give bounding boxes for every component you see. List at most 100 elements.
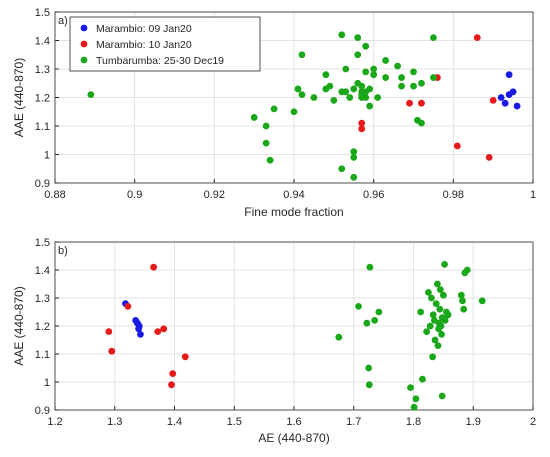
data-point	[374, 94, 382, 101]
panel-a-scatter: 0.88 0.9 0.92 0.94 0.96 0.98 10.911.11.21.31.4…	[12, 7, 536, 219]
data-point	[463, 266, 471, 274]
data-point	[266, 156, 274, 164]
data-point	[371, 317, 379, 324]
data-point	[358, 125, 366, 133]
data-point	[438, 392, 446, 400]
y-tick-label: 1.4	[35, 36, 50, 48]
y-tick-label: 1.5	[35, 237, 50, 249]
legend-marker	[80, 40, 88, 48]
data-point	[168, 381, 175, 389]
data-point	[426, 322, 434, 330]
data-point	[418, 119, 425, 127]
data-point	[485, 153, 493, 161]
x-tick-label: 1.4	[167, 416, 182, 428]
x-tick-label: 1	[530, 189, 536, 201]
data-point	[160, 325, 168, 333]
data-point	[460, 305, 468, 313]
y-tick-label: 0.9	[35, 178, 50, 190]
legend-entry: Tumbarumba: 25-30 Dec19	[96, 55, 224, 67]
data-point	[366, 263, 374, 271]
data-point	[290, 108, 298, 116]
data-point	[358, 119, 366, 127]
x-tick-label: 1.2	[47, 416, 62, 428]
data-point	[354, 51, 362, 59]
data-point	[417, 308, 425, 316]
data-point	[406, 99, 413, 107]
data-point	[169, 370, 177, 377]
data-point	[150, 263, 157, 271]
data-point	[423, 328, 431, 335]
data-point	[135, 325, 143, 333]
y-tick-label: 1.1	[35, 121, 50, 133]
data-point	[342, 88, 350, 96]
data-point	[429, 311, 437, 319]
data-point	[366, 102, 374, 110]
data-point	[362, 94, 370, 101]
data-point	[431, 336, 439, 344]
data-point	[489, 96, 497, 104]
x-tick-label: 1.8	[406, 416, 421, 428]
data-point	[358, 82, 366, 90]
data-point	[382, 74, 390, 81]
data-point	[250, 114, 258, 121]
y-tick-label: 1	[44, 377, 50, 389]
data-point	[430, 74, 437, 81]
data-point	[322, 71, 330, 79]
axes-frame	[54, 11, 534, 184]
y-tick-label: 0.9	[35, 405, 50, 417]
data-point	[439, 291, 447, 299]
y-tick-label: 1.3	[35, 64, 50, 76]
data-point	[459, 297, 466, 305]
data-point	[346, 94, 354, 101]
data-point	[124, 303, 132, 310]
x-tick-label: 1.6	[286, 416, 301, 428]
legend-entry: Marambio: 10 Jan20	[96, 39, 192, 51]
data-point	[419, 375, 426, 383]
data-point	[363, 319, 371, 327]
panel-label: b)	[58, 245, 68, 257]
y-tick-label: 1.1	[35, 349, 50, 361]
data-point	[441, 317, 449, 324]
data-point	[407, 384, 414, 391]
legend-entry: Marambio: 09 Jan20	[96, 23, 192, 35]
data-point	[437, 322, 445, 330]
data-point	[310, 94, 318, 101]
data-point	[410, 68, 417, 76]
data-point	[398, 82, 405, 90]
data-point	[137, 331, 144, 338]
data-point	[509, 88, 517, 96]
data-point	[338, 165, 346, 173]
data-point	[412, 395, 420, 403]
data-point	[434, 342, 442, 349]
legend-marker	[80, 24, 88, 32]
x-tick-label: 2	[530, 416, 536, 428]
data-point	[298, 51, 306, 59]
data-point	[429, 353, 437, 361]
data-point	[505, 71, 513, 79]
data-point	[362, 68, 370, 76]
data-point	[428, 294, 435, 302]
data-point	[394, 62, 401, 70]
data-point	[410, 82, 417, 90]
data-point	[342, 65, 350, 73]
y-tick-label: 1	[44, 150, 50, 162]
x-tick-label: 1.3	[107, 416, 122, 428]
data-point	[326, 82, 334, 90]
data-point	[262, 122, 270, 130]
data-point	[425, 289, 432, 296]
y-tick-label: 1.2	[35, 321, 50, 333]
data-point	[350, 173, 358, 181]
data-point	[270, 105, 278, 113]
x-tick-label: 1.5	[227, 416, 242, 428]
data-point	[478, 297, 486, 305]
data-point	[350, 153, 358, 161]
y-tick-label: 1.3	[35, 293, 50, 305]
y-tick-label: 1.4	[35, 265, 50, 277]
data-point	[366, 85, 374, 93]
legend-marker	[80, 56, 88, 64]
legend: Marambio: 09 Jan20 Marambio: 10 Jan20 Tumb…	[69, 16, 261, 72]
x-tick-label: 1.9	[466, 416, 481, 428]
x-axis-label: AE (440-870)	[258, 431, 329, 445]
data-point	[438, 331, 445, 338]
